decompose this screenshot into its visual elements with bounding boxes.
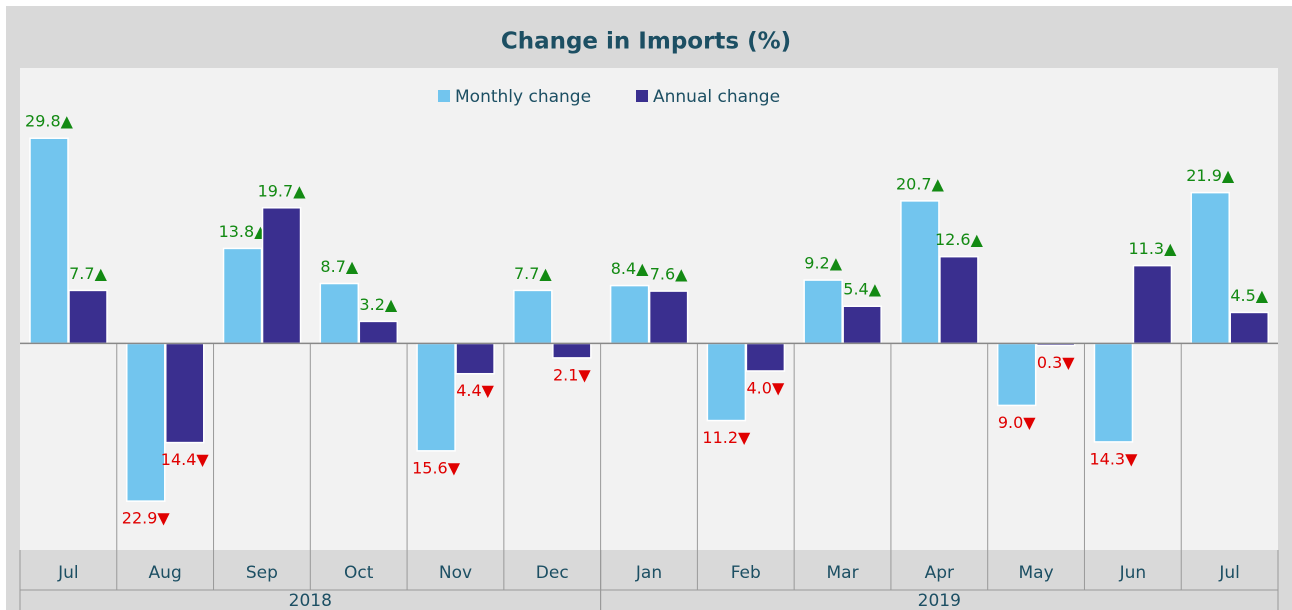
bar xyxy=(261,207,302,345)
data-label: 14.3▼ xyxy=(1089,449,1138,468)
bar xyxy=(513,289,553,345)
data-label: 19.7▲ xyxy=(258,181,307,200)
x-tick-label: May xyxy=(1018,563,1053,583)
x-tick-label: Sep xyxy=(246,563,278,583)
group-label: 2018 xyxy=(289,591,332,610)
data-label: 5.4▲ xyxy=(843,280,881,299)
bar xyxy=(648,290,689,345)
group-label: 2019 xyxy=(918,591,961,610)
bar xyxy=(455,342,495,375)
x-tick-label: Oct xyxy=(344,563,374,583)
bar xyxy=(1190,191,1230,345)
data-label: 14.4▼ xyxy=(161,450,210,469)
data-label: 12.6▲ xyxy=(935,230,984,249)
data-label: 20.7▲ xyxy=(896,174,945,193)
data-label: 7.7▲ xyxy=(69,264,107,283)
data-label: 3.2▲ xyxy=(359,295,397,314)
data-label: 4.0▼ xyxy=(747,378,785,397)
x-tick-label: Jul xyxy=(57,563,79,583)
bar xyxy=(68,289,108,345)
data-label: 7.6▲ xyxy=(650,265,688,284)
bar xyxy=(939,255,979,345)
data-label: 7.7▲ xyxy=(514,264,552,283)
x-tick-label: Jan xyxy=(635,563,662,583)
data-label: 13.8▲ xyxy=(219,222,268,241)
data-label: 8.4▲ xyxy=(611,259,649,278)
bar xyxy=(900,200,940,345)
data-label: 2.1▼ xyxy=(553,365,591,384)
data-label: 11.3▲ xyxy=(1128,239,1177,258)
bar xyxy=(745,342,786,372)
x-tick-label: Feb xyxy=(731,563,761,583)
x-tick-label: Jul xyxy=(1218,563,1240,583)
bar xyxy=(126,342,166,502)
x-tick-label: Dec xyxy=(536,563,569,583)
bar xyxy=(1132,264,1173,345)
data-label: 15.6▼ xyxy=(412,458,461,477)
legend-label: Annual change xyxy=(653,87,780,107)
data-label: 8.7▲ xyxy=(320,257,358,276)
data-label: 9.2▲ xyxy=(804,254,842,273)
chart-title: Change in Imports (%) xyxy=(501,29,791,55)
bar xyxy=(609,284,650,345)
bar xyxy=(842,305,882,345)
data-label: 22.9▼ xyxy=(122,509,171,528)
legend-swatch xyxy=(438,90,450,102)
data-label: 4.5▲ xyxy=(1230,286,1268,305)
bar xyxy=(416,342,456,452)
bar xyxy=(1093,342,1134,443)
x-tick-label: Aug xyxy=(149,563,182,583)
data-label: 11.2▼ xyxy=(702,428,751,447)
data-label: 4.4▼ xyxy=(456,381,494,400)
x-tick-label: Jun xyxy=(1119,563,1147,583)
x-tick-label: Nov xyxy=(439,563,472,583)
bar xyxy=(29,137,69,345)
data-label: 0.3▼ xyxy=(1037,353,1075,372)
legend-swatch xyxy=(636,90,648,102)
bar xyxy=(358,320,399,345)
bar xyxy=(706,342,747,422)
x-tick-label: Apr xyxy=(925,563,954,583)
data-label: 29.8▲ xyxy=(25,112,74,131)
x-tick-label: Mar xyxy=(826,563,858,583)
bar xyxy=(165,342,205,444)
data-label: 21.9▲ xyxy=(1186,166,1235,185)
bar xyxy=(552,342,592,359)
legend-label: Monthly change xyxy=(455,87,591,107)
bar xyxy=(996,342,1037,407)
data-label: 9.0▼ xyxy=(998,413,1036,432)
bar xyxy=(1229,311,1269,345)
bar xyxy=(319,282,360,345)
bar xyxy=(222,247,263,345)
bar xyxy=(803,279,843,345)
